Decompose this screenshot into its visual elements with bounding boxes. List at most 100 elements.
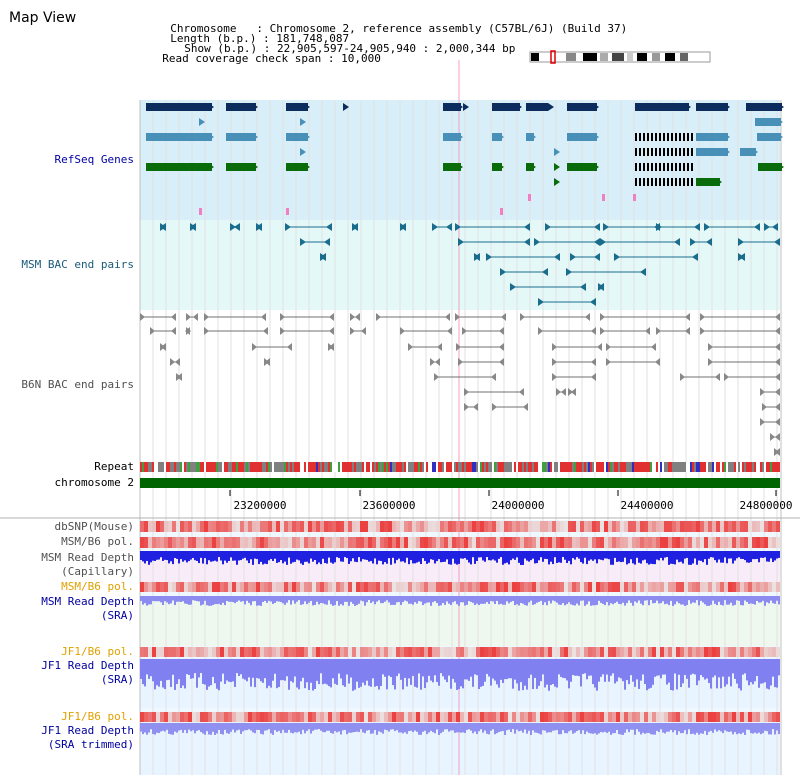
b6n-bac-end [252, 343, 257, 351]
depth-bar [704, 596, 706, 605]
depth-bar [674, 551, 676, 565]
depth-bar [364, 659, 366, 686]
repeat-block [242, 462, 244, 472]
depth-bar [490, 659, 492, 686]
axis-tick-label: 24000000 [491, 499, 545, 512]
heat-cell [444, 582, 448, 592]
heat-cell [316, 712, 320, 722]
b6n-bac-end [552, 373, 557, 381]
heat-cell [444, 521, 448, 532]
heat-cell [424, 537, 428, 548]
depth-bar [422, 596, 424, 606]
depth-bar [242, 723, 244, 732]
depth-bar [314, 551, 316, 561]
read-depth-tracks [140, 551, 780, 735]
depth-bar [762, 551, 764, 558]
depth-bar [776, 723, 778, 731]
depth-bar [186, 659, 188, 675]
depth-bar [498, 723, 500, 733]
depth-bar [722, 723, 724, 734]
depth-bar [268, 596, 270, 601]
repeat-block [206, 462, 208, 472]
depth-bar [336, 551, 338, 558]
chromosome-ideogram[interactable] [529, 50, 711, 64]
gene-feature [758, 163, 782, 171]
heat-cell [520, 537, 524, 548]
depth-bar [304, 723, 306, 734]
heat-cell [484, 712, 488, 722]
depth-bar [380, 596, 382, 604]
heat-cell [696, 647, 700, 657]
depth-bar [712, 723, 714, 733]
depth-bar [428, 659, 430, 676]
depth-bar [366, 596, 368, 603]
b6n-bac-features[interactable] [140, 313, 780, 456]
heat-cell [528, 537, 532, 548]
heat-cell [776, 712, 780, 722]
depth-bar [352, 596, 354, 604]
heat-cell [412, 647, 416, 657]
depth-bar [496, 659, 498, 685]
heat-cell [420, 537, 424, 548]
depth-bar [274, 723, 276, 731]
depth-bar [684, 551, 686, 559]
exon-block [643, 133, 645, 141]
heat-cell [768, 582, 772, 592]
depth-bar [432, 659, 434, 683]
b6n-bac-end [571, 388, 576, 396]
depth-bar [226, 551, 228, 563]
depth-bar [478, 596, 480, 606]
heat-cell [588, 712, 592, 722]
depth-bar [358, 723, 360, 733]
gene-arrow [530, 133, 536, 141]
repeat-block [358, 462, 360, 472]
msm-bac-features[interactable] [160, 223, 780, 306]
depth-bar [490, 596, 492, 602]
exon-block [647, 133, 649, 141]
depth-bar [344, 659, 346, 687]
heat-cell [452, 521, 456, 532]
exon-block [643, 178, 645, 186]
heat-cell [524, 647, 528, 657]
depth-bar [534, 551, 536, 564]
depth-bar [750, 659, 752, 683]
heat-cell [592, 712, 596, 722]
depth-bar [164, 551, 166, 560]
depth-bar [300, 659, 302, 682]
heat-cell [496, 712, 500, 722]
heat-cell [760, 537, 764, 548]
repeat-block [422, 462, 424, 472]
heat-cell [324, 537, 328, 548]
heat-cell [732, 647, 736, 657]
repeat-block [456, 462, 458, 472]
refseq-gene-features[interactable] [146, 103, 784, 215]
depth-bar [602, 596, 604, 604]
depth-bar [240, 596, 242, 602]
depth-bar [300, 551, 302, 564]
depth-bar [280, 596, 282, 603]
depth-bar [310, 659, 312, 683]
heat-cell [660, 537, 664, 548]
heat-cell [588, 647, 592, 657]
heat-cell [668, 521, 672, 532]
repeat-block [510, 462, 512, 472]
depth-bar [546, 723, 548, 733]
b6n-bac-end [700, 313, 705, 321]
depth-bar [374, 551, 376, 559]
heat-cell [720, 712, 724, 722]
heat-cell [592, 521, 596, 532]
depth-bar [188, 551, 190, 562]
heat-cell [476, 537, 480, 548]
heat-cell [416, 647, 420, 657]
msm-bac-pair-end [352, 223, 358, 231]
depth-bar [506, 723, 508, 731]
depth-bar [464, 551, 466, 559]
heat-cell [240, 647, 244, 657]
b6n-bac-end [775, 448, 780, 456]
depth-bar [458, 551, 460, 564]
depth-bar [418, 551, 420, 562]
depth-bar [238, 659, 240, 677]
depth-bar [326, 551, 328, 564]
heat-cell [260, 521, 264, 532]
